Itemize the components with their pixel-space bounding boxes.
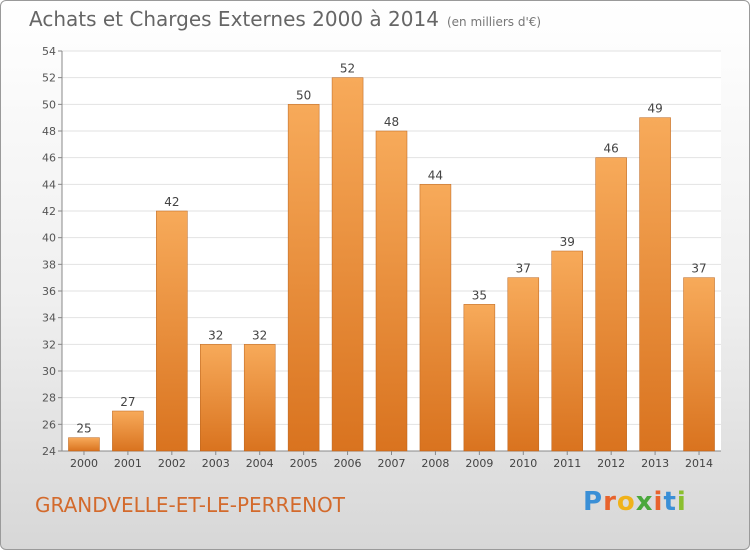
brand-letter: i bbox=[653, 487, 664, 517]
bar-value-label: 32 bbox=[208, 328, 223, 342]
chart-unit-note: (en milliers d'€) bbox=[446, 15, 542, 29]
brand-letter: r bbox=[603, 487, 617, 517]
x-tick-label: 2006 bbox=[334, 457, 362, 470]
y-tick-label: 26 bbox=[42, 418, 56, 431]
bar-2005 bbox=[287, 104, 320, 452]
bar-2008 bbox=[419, 184, 452, 452]
brand-letter: o bbox=[616, 487, 636, 517]
bar-value-label: 42 bbox=[164, 195, 179, 209]
y-tick-label: 38 bbox=[42, 258, 56, 271]
x-tick-label: 2004 bbox=[246, 457, 274, 470]
y-tick-label: 44 bbox=[42, 178, 56, 191]
x-tick-label: 2009 bbox=[465, 457, 493, 470]
bar-value-label: 25 bbox=[76, 422, 91, 436]
y-tick-label: 24 bbox=[42, 445, 56, 458]
y-tick-label: 36 bbox=[42, 285, 56, 298]
x-tick-label: 2010 bbox=[509, 457, 537, 470]
x-tick-label: 2003 bbox=[202, 457, 230, 470]
bar-value-label: 48 bbox=[384, 115, 399, 129]
x-tick-label: 2013 bbox=[641, 457, 669, 470]
bar-2003 bbox=[200, 344, 232, 452]
x-tick-label: 2000 bbox=[70, 457, 98, 470]
brand-letter: x bbox=[635, 487, 654, 517]
bar-value-label: 32 bbox=[252, 328, 267, 342]
bar-2002 bbox=[156, 210, 188, 452]
y-tick-label: 46 bbox=[42, 152, 56, 165]
bar-2000 bbox=[68, 437, 100, 452]
y-tick-label: 28 bbox=[42, 392, 56, 405]
bar-2004 bbox=[243, 344, 276, 452]
bar-2014 bbox=[683, 277, 715, 452]
bar-value-label: 37 bbox=[691, 262, 706, 276]
x-tick-label: 2007 bbox=[378, 457, 406, 470]
y-tick-label: 40 bbox=[42, 232, 56, 245]
x-tick-label: 2001 bbox=[114, 457, 142, 470]
y-tick-label: 30 bbox=[42, 365, 56, 378]
commune-name: GRANDVELLE-ET-LE-PERRENOT bbox=[35, 493, 346, 517]
bar-value-label: 44 bbox=[428, 168, 443, 182]
bar-value-label: 37 bbox=[516, 262, 531, 276]
y-tick-label: 34 bbox=[42, 312, 56, 325]
x-tick-label: 2011 bbox=[553, 457, 581, 470]
y-tick-label: 54 bbox=[42, 45, 56, 58]
bar-2011 bbox=[551, 250, 583, 452]
y-tick-label: 48 bbox=[42, 125, 56, 138]
bar-value-label: 50 bbox=[296, 88, 311, 102]
bar-2001 bbox=[112, 410, 144, 452]
bar-2010 bbox=[507, 277, 540, 452]
bar-value-label: 52 bbox=[340, 62, 355, 76]
brand-letter: i bbox=[676, 487, 687, 517]
x-tick-label: 2005 bbox=[290, 457, 318, 470]
x-tick-label: 2008 bbox=[421, 457, 449, 470]
y-tick-label: 50 bbox=[42, 98, 56, 111]
bar-value-label: 27 bbox=[120, 395, 135, 409]
bar-2012 bbox=[595, 157, 627, 452]
brand-logo: Proxiti bbox=[583, 487, 687, 517]
bar-value-label: 39 bbox=[560, 235, 575, 249]
chart-title-text: Achats et Charges Externes 2000 à 2014 bbox=[29, 7, 439, 31]
bar-2007 bbox=[375, 130, 408, 452]
chart-title: Achats et Charges Externes 2000 à 2014 (e… bbox=[29, 7, 541, 31]
bar-2006 bbox=[331, 77, 364, 452]
y-tick-label: 52 bbox=[42, 72, 56, 85]
y-tick-label: 32 bbox=[42, 338, 56, 351]
brand-letter: t bbox=[663, 487, 677, 517]
x-tick-label: 2002 bbox=[158, 457, 186, 470]
x-tick-label: 2012 bbox=[597, 457, 625, 470]
bar-value-label: 35 bbox=[472, 288, 487, 302]
x-tick-label: 2014 bbox=[685, 457, 713, 470]
brand-letter: P bbox=[583, 487, 604, 517]
bar-value-label: 49 bbox=[647, 102, 662, 116]
y-tick-label: 42 bbox=[42, 205, 56, 218]
bar-2013 bbox=[639, 117, 671, 452]
bar-2009 bbox=[463, 304, 496, 452]
bar-value-label: 46 bbox=[604, 142, 619, 156]
